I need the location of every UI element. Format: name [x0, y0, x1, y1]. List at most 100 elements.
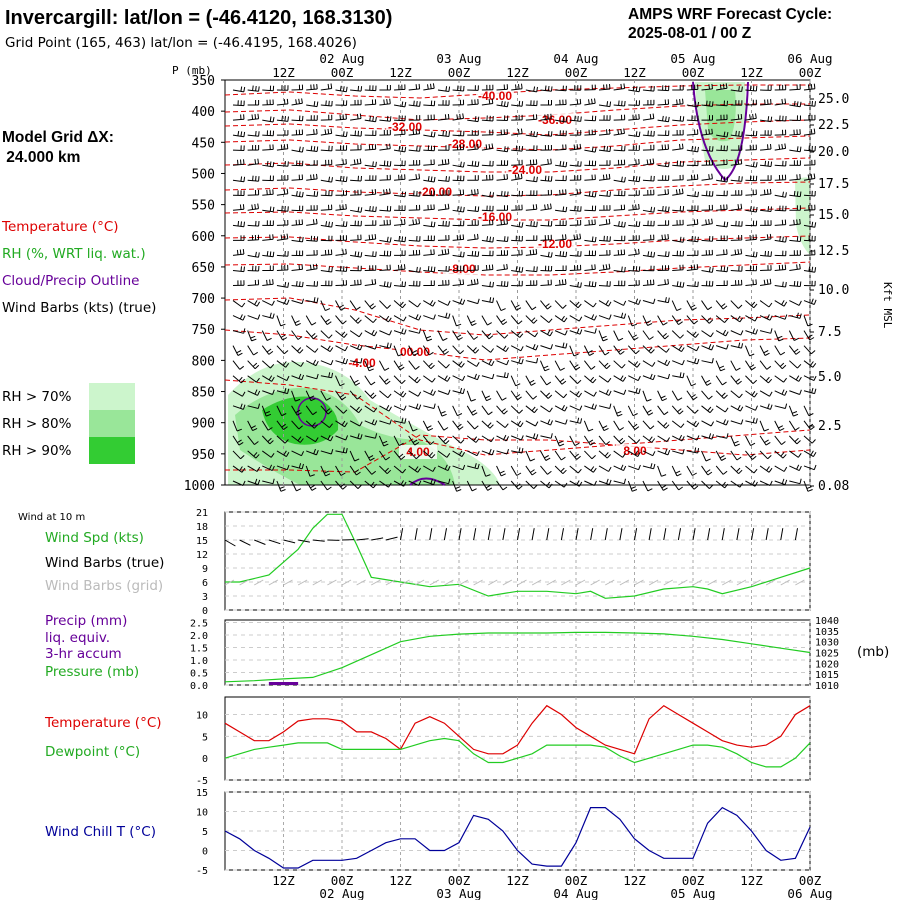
wind-barb [481, 345, 494, 353]
wind-barb-flag [266, 279, 268, 285]
wind-barb-staff [467, 119, 479, 123]
wind-barb [789, 478, 802, 485]
wind-barb-flag [631, 486, 636, 489]
wind-barb-staff [672, 435, 683, 442]
wind-barb-staff [789, 268, 801, 271]
wind-barb [613, 478, 626, 485]
wind-barb-flag [799, 313, 802, 319]
wind-barb-staff [642, 360, 653, 367]
wind-barb-flag [415, 314, 419, 320]
wind-barb [584, 129, 596, 136]
wind-barb-staff [584, 450, 593, 460]
wind-barb-staff [437, 360, 447, 369]
wind-barb-flag [280, 234, 283, 240]
wind-barb-staff [789, 133, 801, 136]
wind-barb-flag [810, 450, 814, 456]
wind-barb-flag [660, 395, 666, 399]
wind-barb-flag [813, 83, 816, 89]
wind-barb-flag [404, 101, 407, 107]
wind-barb-flag [722, 481, 726, 487]
wind-barb-flag [458, 426, 464, 431]
wind-barb-flag [726, 266, 729, 272]
wind-barb [247, 300, 261, 307]
wind-barb [335, 159, 347, 166]
wind-barb [569, 375, 582, 384]
wind-barb-flag [298, 264, 300, 270]
wind-barb [730, 190, 743, 196]
wind-barb-flag [807, 334, 813, 338]
wind-barb-staff [393, 194, 405, 198]
wind-barb-flag [477, 188, 479, 194]
wind-barb-staff [554, 480, 565, 488]
wind-barb-staff [561, 579, 571, 586]
wind-barb [774, 345, 786, 356]
wind-barb-staff [350, 134, 362, 137]
wind-barb-staff [510, 420, 521, 428]
wind-barb-staff [569, 209, 581, 212]
wind-barb-staff [335, 224, 347, 227]
wind-barb [394, 129, 406, 136]
wind-barb [379, 342, 392, 349]
model-grid-value: 24.000 km [2, 149, 80, 166]
wind-barb-flag [708, 129, 710, 135]
wind-barb-flag [565, 251, 568, 257]
wind-barb [701, 159, 713, 166]
wind-barb-staff [584, 330, 596, 334]
wind-barb-staff [364, 164, 376, 168]
wind-barb [730, 360, 741, 371]
wind-barb [481, 219, 494, 226]
wind-barb-staff [716, 435, 728, 439]
wind-barb [379, 205, 392, 212]
wind-barb-staff [789, 178, 801, 181]
wind-barb-flag [764, 352, 770, 356]
wind-barb-flag [709, 408, 714, 414]
wind-barb [247, 100, 260, 106]
wind-barb-staff [774, 405, 786, 409]
wind-barb-flag [547, 394, 553, 399]
wind-barb-staff [716, 87, 728, 91]
wind-barb [305, 465, 315, 477]
wind-barb-flag [404, 191, 407, 197]
wind-barb-flag [550, 131, 553, 137]
wind-barb-staff [686, 405, 696, 414]
wind-barb [393, 417, 407, 424]
bottom-hour-label: 12Z [623, 873, 646, 888]
wind-barb [306, 145, 319, 152]
wind-barb-staff [276, 390, 288, 395]
wind-barb [730, 265, 743, 272]
wind-barb-staff [789, 315, 801, 319]
wind-barb [598, 101, 612, 108]
wind-barb [686, 435, 700, 441]
wind-barb [686, 345, 700, 352]
wind-barb-flag [489, 236, 492, 242]
wind-barb-flag [339, 85, 342, 91]
y-tick-label: 0.5 [190, 669, 208, 680]
wind-barb [320, 390, 331, 401]
wind-barb [657, 144, 669, 151]
wind-barb [247, 403, 260, 409]
wind-barb-staff [555, 89, 567, 92]
wind-barb-staff [422, 330, 428, 342]
wind-barb-flag [706, 382, 712, 386]
wind-barb-flag [737, 405, 741, 410]
wind-barb-flag [693, 219, 696, 225]
wind-barb [730, 145, 743, 151]
wind-barb-flag [547, 470, 552, 475]
wind-barb-staff [247, 300, 258, 307]
wind-barb-flag [329, 423, 333, 428]
wind-barb-staff [379, 405, 390, 412]
wind-barb-flag [474, 189, 476, 195]
wind-barb-staff [803, 315, 809, 327]
wind-barb-grid [429, 579, 439, 586]
wind-barb-flag [739, 317, 744, 323]
wind-barb [657, 480, 668, 491]
wind-barb-flag [456, 489, 462, 492]
wind-barb-staff [765, 579, 776, 586]
wind-barb-flag [608, 128, 611, 135]
wind-barb [686, 160, 699, 167]
wind-barb [745, 405, 758, 411]
wind-barb-flag [315, 437, 319, 442]
wind-barb-staff [452, 480, 458, 492]
windchill-line [224, 806, 811, 869]
wind-barb [730, 113, 743, 121]
